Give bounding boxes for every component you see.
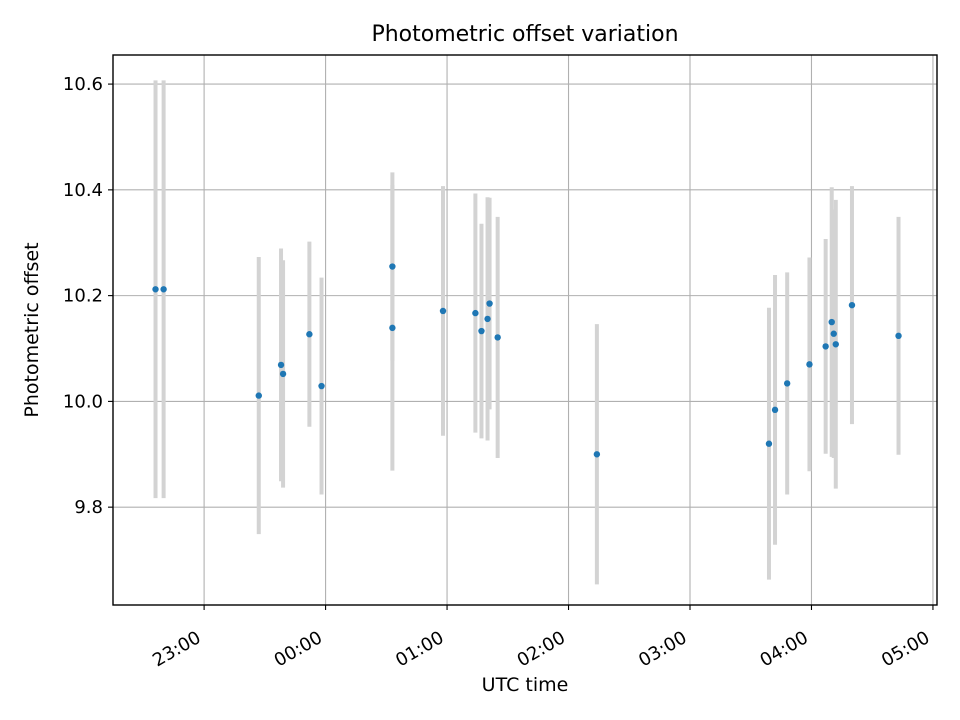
data-point	[593, 451, 601, 458]
chart-title: Photometric offset variation	[371, 22, 679, 47]
data-point	[822, 343, 829, 350]
data-point	[152, 286, 159, 293]
y-axis-ticks: 9.8 10.0 10.2 10.4 10.6	[63, 74, 113, 518]
grid-lines	[113, 55, 937, 605]
data-point	[484, 315, 491, 323]
data-point	[279, 370, 287, 378]
error-bars	[153, 80, 901, 585]
data-point	[771, 406, 779, 414]
data-point	[783, 380, 791, 387]
data-point	[765, 440, 773, 447]
x-tick-label: 05:00	[878, 627, 933, 671]
data-point	[255, 392, 262, 399]
x-tick-label: 01:00	[392, 627, 447, 671]
data-points	[152, 263, 902, 458]
data-point	[486, 300, 493, 307]
data-point	[830, 330, 837, 337]
data-point	[828, 318, 835, 326]
y-tick-label: 10.0	[63, 391, 103, 412]
x-tick-label: 23:00	[149, 627, 204, 671]
data-point	[832, 341, 839, 348]
data-point	[160, 286, 167, 293]
x-tick-label: 03:00	[635, 627, 690, 671]
data-point	[848, 301, 856, 309]
data-point	[389, 263, 396, 270]
data-point	[277, 361, 285, 369]
data-point	[439, 307, 447, 315]
x-tick-label: 04:00	[757, 627, 812, 671]
x-axis-ticks: 23:00 00:00 01:00 02:00 03:00 04:00 05:00	[149, 605, 934, 671]
y-tick-label: 10.2	[63, 286, 103, 307]
data-point	[806, 361, 813, 368]
y-tick-label: 10.6	[63, 74, 103, 95]
data-point	[478, 327, 485, 335]
data-point	[389, 324, 396, 332]
y-tick-label: 9.8	[74, 497, 103, 518]
x-axis-label: UTC time	[482, 674, 569, 696]
x-tick-label: 02:00	[514, 627, 569, 671]
x-tick-label: 00:00	[271, 627, 326, 671]
data-point	[895, 332, 902, 340]
data-point	[318, 382, 325, 390]
data-point	[306, 331, 313, 338]
y-tick-label: 10.4	[63, 180, 103, 201]
plot-frame	[112, 54, 938, 606]
data-point	[472, 309, 479, 317]
y-axis-label: Photometric offset	[21, 242, 43, 417]
data-point	[494, 334, 501, 341]
